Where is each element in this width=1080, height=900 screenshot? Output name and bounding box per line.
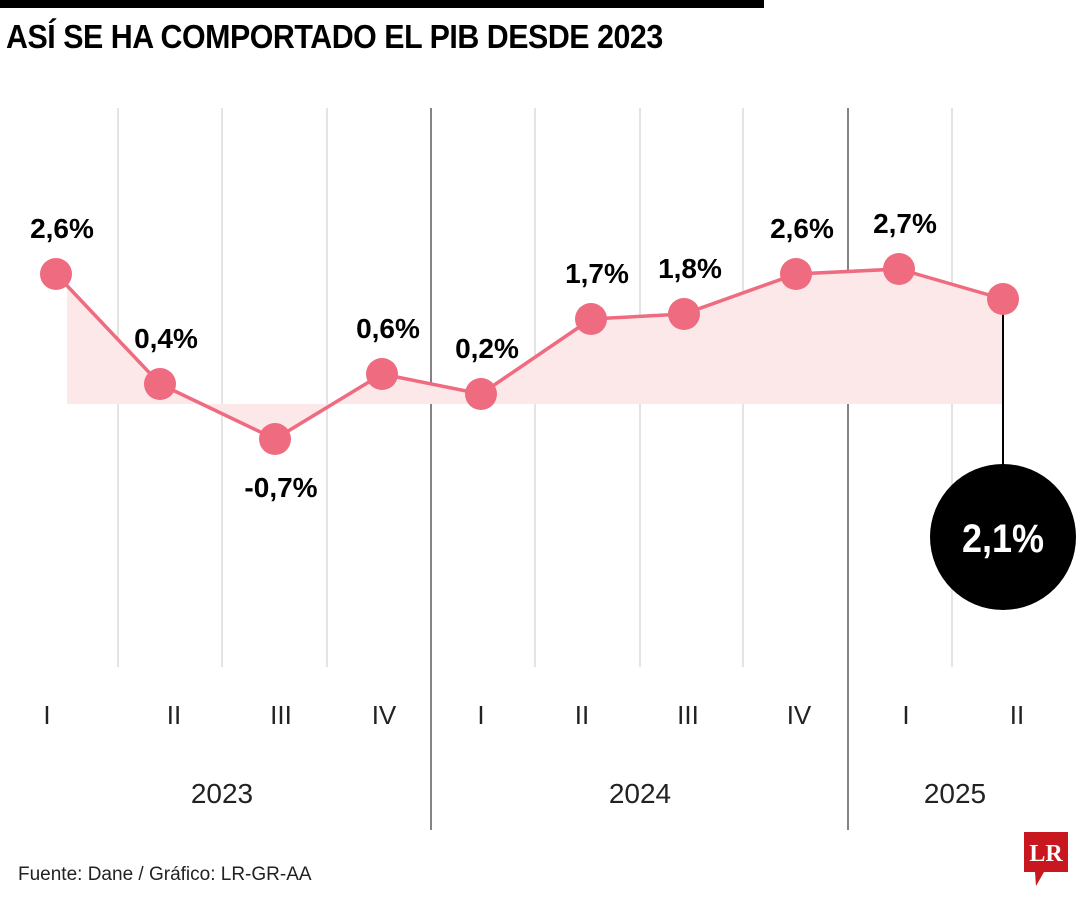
- x-tick-label: II: [167, 700, 181, 730]
- x-tick-label: III: [270, 700, 292, 730]
- data-point: [144, 368, 176, 400]
- data-point: [780, 258, 812, 290]
- data-label: 1,7%: [565, 258, 629, 289]
- data-label: -0,7%: [244, 472, 317, 503]
- x-tick-label: I: [43, 700, 50, 730]
- x-tick-label: IV: [787, 700, 812, 730]
- callout-circle: [930, 464, 1076, 610]
- data-label: 2,7%: [873, 208, 937, 239]
- x-tick-label: III: [677, 700, 699, 730]
- x-tick-label: I: [477, 700, 484, 730]
- year-label: 2025: [924, 778, 986, 809]
- x-tick-label: II: [1010, 700, 1024, 730]
- area-fill: [67, 269, 1003, 439]
- data-label: 2,6%: [770, 213, 834, 244]
- x-tick-label: I: [902, 700, 909, 730]
- data-label: 1,8%: [658, 253, 722, 284]
- x-tick-label: II: [575, 700, 589, 730]
- x-tick-label: IV: [372, 700, 397, 730]
- data-label: 2,6%: [30, 213, 94, 244]
- data-point: [883, 253, 915, 285]
- series-line: [54, 267, 1004, 441]
- data-label: 0,4%: [134, 323, 198, 354]
- lr-logo: LR: [1024, 832, 1068, 886]
- data-label: 0,6%: [356, 313, 420, 344]
- data-point: [259, 423, 291, 455]
- data-point: [40, 258, 72, 290]
- year-label: 2024: [609, 778, 671, 809]
- data-point: [668, 298, 700, 330]
- source-note: Fuente: Dane / Gráfico: LR-GR-AA: [18, 864, 312, 885]
- top-rule: [0, 0, 764, 8]
- data-point: [366, 358, 398, 390]
- callout-value: 2,1%: [962, 517, 1044, 561]
- data-point: [465, 378, 497, 410]
- data-label: 0,2%: [455, 333, 519, 364]
- svg-text:LR: LR: [1029, 841, 1063, 867]
- data-point: [575, 303, 607, 335]
- data-point: [987, 283, 1019, 315]
- year-label: 2023: [191, 778, 253, 809]
- chart-title: ASÍ SE HA COMPORTADO EL PIB DESDE 2023: [6, 18, 663, 55]
